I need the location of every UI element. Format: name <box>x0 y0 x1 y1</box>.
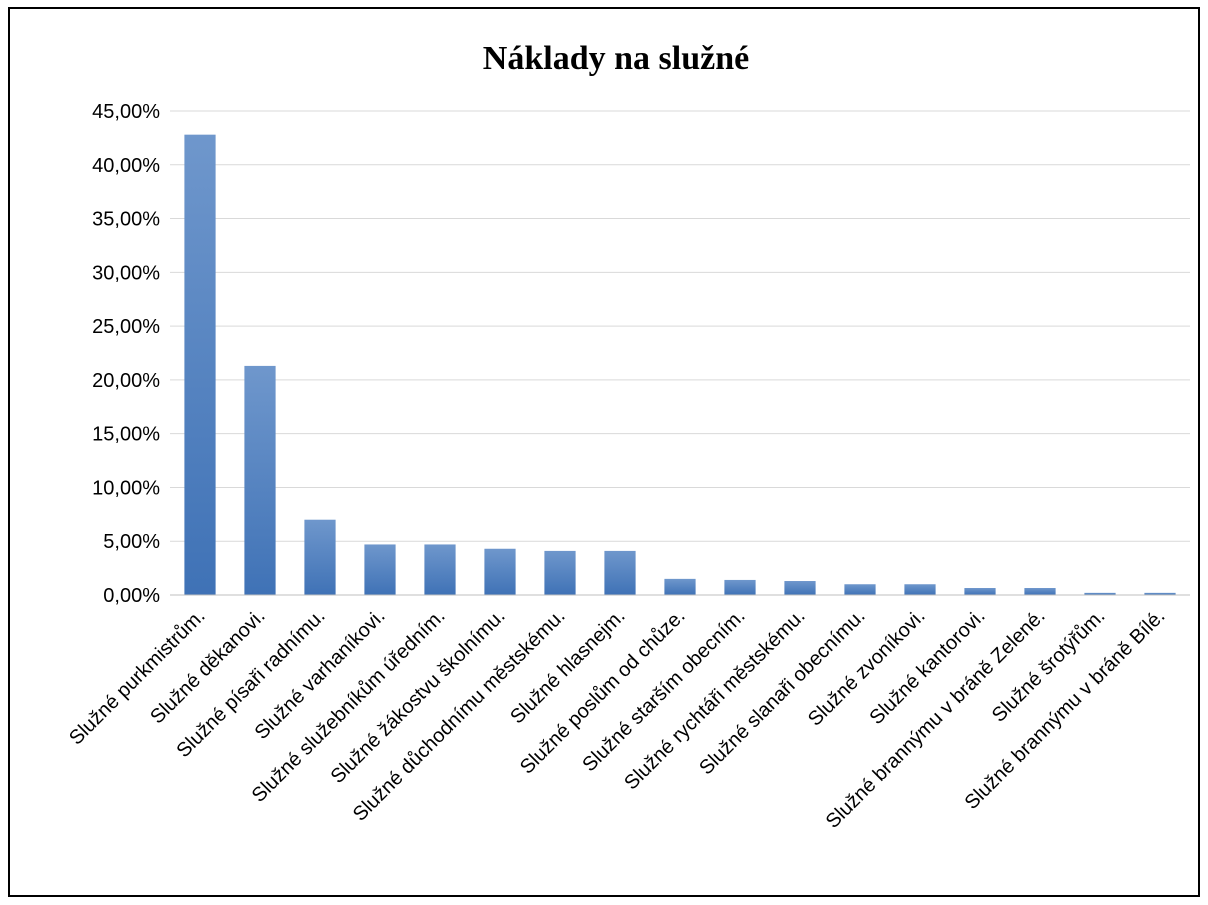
bar <box>1024 588 1056 595</box>
bar <box>904 584 936 595</box>
bar <box>544 550 576 595</box>
y-tick-label: 30,00% <box>92 262 160 284</box>
y-tick-label: 25,00% <box>92 316 160 338</box>
gridlines <box>170 110 1190 542</box>
bar <box>364 544 396 595</box>
bar <box>1084 592 1116 595</box>
bar <box>604 550 636 595</box>
bar <box>184 134 216 595</box>
y-tick-label: 20,00% <box>92 370 160 392</box>
bar <box>664 578 696 595</box>
bar <box>424 544 456 595</box>
bars <box>184 134 1176 595</box>
bar <box>724 579 756 595</box>
y-tick-label: 35,00% <box>92 209 160 231</box>
bar <box>484 548 516 595</box>
y-tick-label: 0,00% <box>103 585 160 607</box>
x-axis-ticks: Služné purkmistrům.Služné děkanovi.Služn… <box>65 605 1169 833</box>
y-axis-ticks: 0,00% 5,00% 10,00% 15,00% 20,00% 25,00% 30,00%… <box>92 101 160 607</box>
y-tick-label: 10,00% <box>92 477 160 499</box>
chart-title: Náklady na služné <box>483 40 749 77</box>
bar <box>304 519 336 595</box>
bar <box>244 365 276 595</box>
y-tick-label: 5,00% <box>103 531 160 553</box>
bar <box>784 581 816 595</box>
x-tick-label: Služné brannýmu v bráně Zelené. <box>822 605 1050 833</box>
y-tick-label: 15,00% <box>92 424 160 446</box>
bar <box>1144 592 1176 595</box>
bar <box>964 588 996 595</box>
chart-frame: Náklady na služné 0,00% 5,00% 10,00% 15,00%… <box>8 7 1200 897</box>
bar <box>844 584 876 595</box>
x-tick-label: Služné důchodnímu městskému. <box>349 605 570 826</box>
y-tick-label: 40,00% <box>92 155 160 177</box>
bar-chart: Náklady na služné 0,00% 5,00% 10,00% 15,00%… <box>65 40 1190 833</box>
x-tick-label: Služné šrotýřům. <box>988 605 1110 727</box>
y-tick-label: 45,00% <box>92 101 160 123</box>
